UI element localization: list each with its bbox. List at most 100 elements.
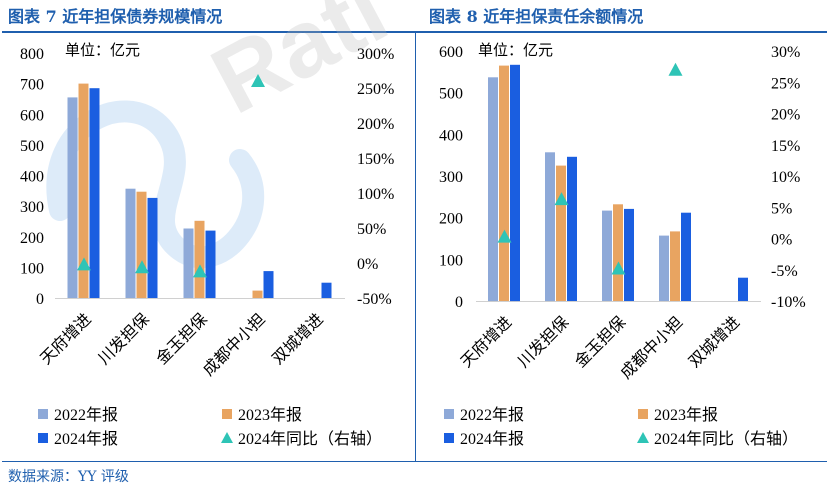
- chart1-y2-tick-label: 100%: [357, 186, 394, 203]
- chart2-y-tick-label: 0: [455, 294, 463, 311]
- chart2-y2-tick-label: -5%: [771, 263, 798, 280]
- chart2-y2-tick-label: 0%: [771, 232, 792, 249]
- chart1-y-tick-label: 700: [20, 77, 44, 94]
- chart1-bar-2022: [125, 188, 136, 298]
- chart1-legend-swatch: [221, 432, 233, 443]
- chart2-bar-2022: [659, 235, 669, 301]
- chart2-legend-swatch: [444, 409, 454, 419]
- chart2-y-tick-label: 300: [439, 169, 463, 186]
- chart1-unit-label: 单位：亿元: [65, 42, 140, 59]
- chart1-legend-label: 2023年报: [238, 406, 302, 424]
- chart2-y-tick-label: 200: [439, 211, 463, 228]
- chart1-legend-label: 2022年报: [54, 406, 118, 424]
- chart1-y-tick-label: 800: [20, 46, 44, 63]
- chart1-category-label: 成都中小担: [200, 310, 269, 379]
- chart2-bar-2024: [567, 156, 577, 301]
- chart1-yoy-marker: [251, 74, 265, 87]
- chart1-bar-2024: [89, 88, 100, 298]
- chart2-y2-tick-label: 30%: [771, 44, 800, 61]
- left-chart-title: 图表 7 近年担保债券规模情况: [8, 7, 223, 26]
- chart2-yoy-marker: [497, 229, 512, 243]
- chart2-category-label: 成都中小担: [617, 313, 686, 382]
- chart1-y2-tick-label: 200%: [357, 116, 394, 133]
- chart2-y-tick-label: 500: [439, 86, 463, 103]
- chart1-yoy-marker: [135, 260, 149, 274]
- chart1-yoy-marker: [193, 264, 207, 278]
- chart1-legend-label: 2024年同比（右轴）: [238, 430, 382, 448]
- chart1-legend-swatch: [38, 409, 48, 419]
- chart2-legend-swatch: [444, 433, 454, 443]
- chart1-bar-2023: [194, 220, 205, 298]
- chart2-legend-swatch: [637, 432, 649, 443]
- chart1-category-label: 天府增进: [37, 310, 95, 368]
- chart2-bar-2024: [510, 64, 520, 302]
- chart2-y-tick-label: 100: [439, 252, 463, 269]
- chart1-bar-2023: [252, 290, 263, 298]
- chart1-category-label: 双城增进: [269, 310, 327, 368]
- chart1-y2-tick-label: 150%: [357, 151, 394, 168]
- chart2-bar-2023: [499, 65, 509, 301]
- chart2-y2-tick-label: 5%: [771, 200, 792, 217]
- right-chart: 单位：亿元 0 100 200 300 400 500 600 -10% -5% 0% 5% 10% 15…: [439, 42, 806, 448]
- chart1-y2-tick-label: 300%: [357, 46, 394, 63]
- chart1-bar-2024: [321, 282, 332, 298]
- left-chart: 单位：亿元 0 100 200 300 400 500 600 700 800 -50% 0% 50% 1…: [20, 42, 394, 448]
- top-separator: [2, 31, 827, 33]
- chart1-y2-tick-label: 0%: [357, 256, 378, 273]
- chart1-y2-tick-label: 250%: [357, 81, 394, 98]
- chart2-y-tick-label: 400: [439, 127, 463, 144]
- chart1-y-tick-label: 500: [20, 138, 44, 155]
- chart2-y2-tick-label: -10%: [771, 294, 806, 311]
- chart1-bar-2022: [183, 228, 194, 298]
- chart2-bar-2024: [624, 208, 634, 301]
- chart2-yoy-marker: [668, 62, 683, 76]
- chart2-y-tick-label: 600: [439, 44, 463, 61]
- chart1-y2-tick-label: -50%: [357, 291, 392, 308]
- chart2-category-label: 天府增进: [457, 313, 515, 371]
- chart2-bar-2023: [613, 204, 623, 301]
- chart2-legend-label: 2023年报: [654, 406, 718, 424]
- chart2-yoy-marker: [611, 261, 626, 275]
- chart2-category-label: 川发担保: [514, 313, 572, 371]
- chart2-legend-label: 2022年报: [460, 406, 524, 424]
- chart2-bar-2023: [556, 165, 566, 301]
- chart1-y-tick-label: 600: [20, 107, 44, 124]
- data-source: 数据来源：YY 评级: [8, 469, 129, 485]
- right-chart-title: 图表 8 近年担保责任余额情况: [429, 7, 644, 26]
- chart1-bar-2024: [205, 230, 216, 298]
- chart1-y-tick-label: 0: [36, 291, 44, 308]
- chart2-category-label: 金玉担保: [571, 313, 629, 371]
- chart2-bar-2024: [738, 277, 748, 301]
- chart2-category-label: 双城增进: [685, 313, 743, 371]
- chart2-yoy-marker: [554, 192, 569, 206]
- chart2-y2-tick-label: 25%: [771, 75, 800, 92]
- chart2-bar-2024: [681, 212, 691, 301]
- chart1-category-label: 金玉担保: [153, 310, 211, 368]
- chart1-bar-2022: [67, 97, 78, 299]
- chart2-unit-label: 单位：亿元: [478, 42, 553, 59]
- chart1-legend-swatch: [222, 409, 232, 419]
- chart1-yoy-marker: [77, 257, 91, 271]
- chart2-legend-label: 2024年报: [460, 430, 524, 448]
- bottom-separator: [2, 461, 827, 462]
- chart1-bar-2023: [78, 83, 89, 298]
- chart1-y-tick-label: 300: [20, 199, 44, 216]
- chart1-legend-label: 2024年报: [54, 430, 118, 448]
- chart1-legend-swatch: [38, 433, 48, 443]
- chart2-bar-2022: [488, 77, 498, 302]
- chart1-y2-tick-label: 50%: [357, 221, 386, 238]
- chart2-y2-tick-label: 15%: [771, 138, 800, 155]
- center-divider: [415, 33, 416, 461]
- chart2-bar-2023: [670, 231, 680, 301]
- chart2-legend-label: 2024年同比（右轴）: [654, 430, 798, 448]
- chart2-bar-2022: [545, 152, 555, 302]
- chart2-bar-2022: [602, 210, 612, 301]
- chart1-y-tick-label: 400: [20, 169, 44, 186]
- chart1-bar-2023: [136, 191, 147, 298]
- chart1-bar-2024: [263, 271, 274, 298]
- chart1-y-tick-label: 200: [20, 230, 44, 247]
- chart2-legend-swatch: [638, 409, 648, 419]
- chart1-y-tick-label: 100: [20, 260, 44, 277]
- chart1-category-label: 川发担保: [95, 310, 153, 368]
- chart1-bar-2024: [147, 197, 158, 298]
